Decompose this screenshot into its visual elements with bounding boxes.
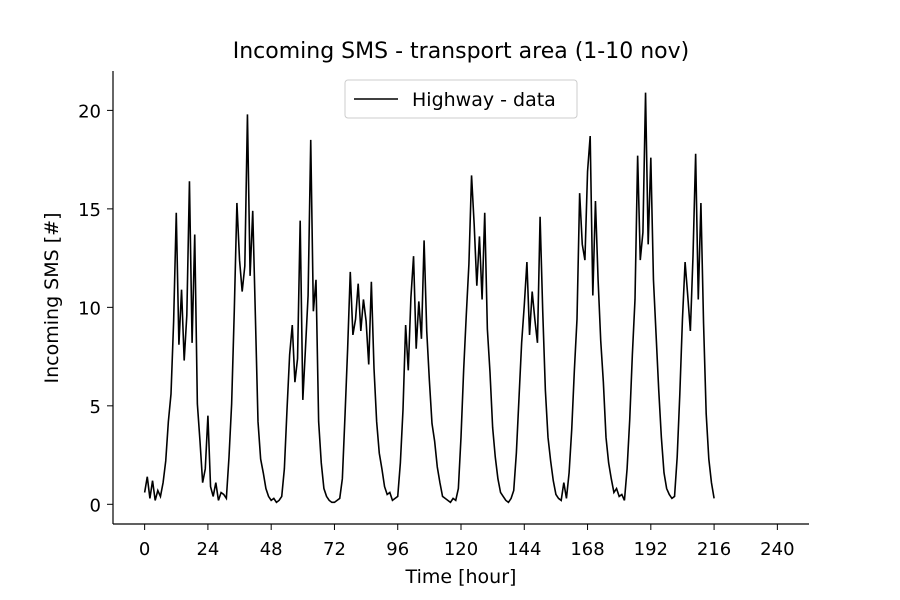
legend: Highway - data bbox=[344, 79, 578, 119]
x-tick-label: 24 bbox=[196, 539, 219, 560]
legend-frame bbox=[344, 79, 578, 119]
x-tick-label: 240 bbox=[760, 539, 794, 560]
x-tick-label: 144 bbox=[507, 539, 541, 560]
y-tick-label: 5 bbox=[90, 397, 101, 418]
y-ticks: 0 5 10 15 20 bbox=[78, 101, 113, 516]
y-tick-label: 15 bbox=[78, 200, 101, 221]
x-tick-label: 0 bbox=[139, 539, 150, 560]
x-tick-label: 96 bbox=[386, 539, 409, 560]
y-tick-label: 20 bbox=[78, 101, 101, 122]
x-ticks: 0 24 48 72 96 120 144 168 192 216 240 bbox=[139, 524, 795, 560]
chart-title: Incoming SMS - transport area (1-10 nov) bbox=[233, 39, 689, 64]
y-tick-label: 0 bbox=[90, 495, 101, 516]
x-tick-label: 216 bbox=[697, 539, 731, 560]
series-line-highway-data bbox=[143, 92, 715, 504]
x-tick-label: 48 bbox=[260, 539, 283, 560]
x-tick-label: 192 bbox=[634, 539, 668, 560]
y-tick-label: 10 bbox=[78, 298, 101, 319]
x-tick-label: 120 bbox=[444, 539, 478, 560]
x-tick-label: 72 bbox=[323, 539, 346, 560]
x-axis-label: Time [hour] bbox=[405, 566, 517, 588]
x-tick-label: 168 bbox=[570, 539, 604, 560]
legend-label: Highway - data bbox=[412, 89, 556, 111]
y-axis-label: Incoming SMS [#] bbox=[41, 213, 63, 384]
